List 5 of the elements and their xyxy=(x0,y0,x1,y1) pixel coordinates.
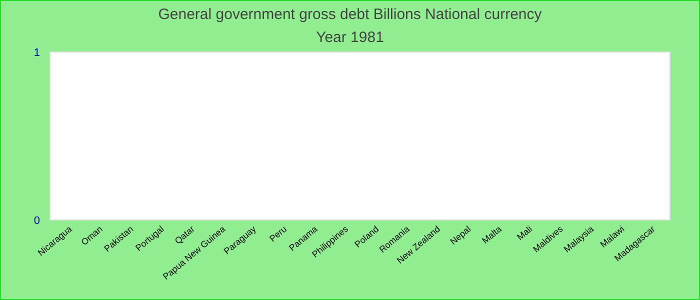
x-tick-label: Mali xyxy=(515,224,534,242)
y-tick-label: 0 xyxy=(34,214,40,227)
chart-title: General government gross debt Billions National currency xyxy=(158,6,542,23)
chart-subtitle: Year 1981 xyxy=(316,29,384,46)
y-tick-label: 1 xyxy=(34,46,40,59)
